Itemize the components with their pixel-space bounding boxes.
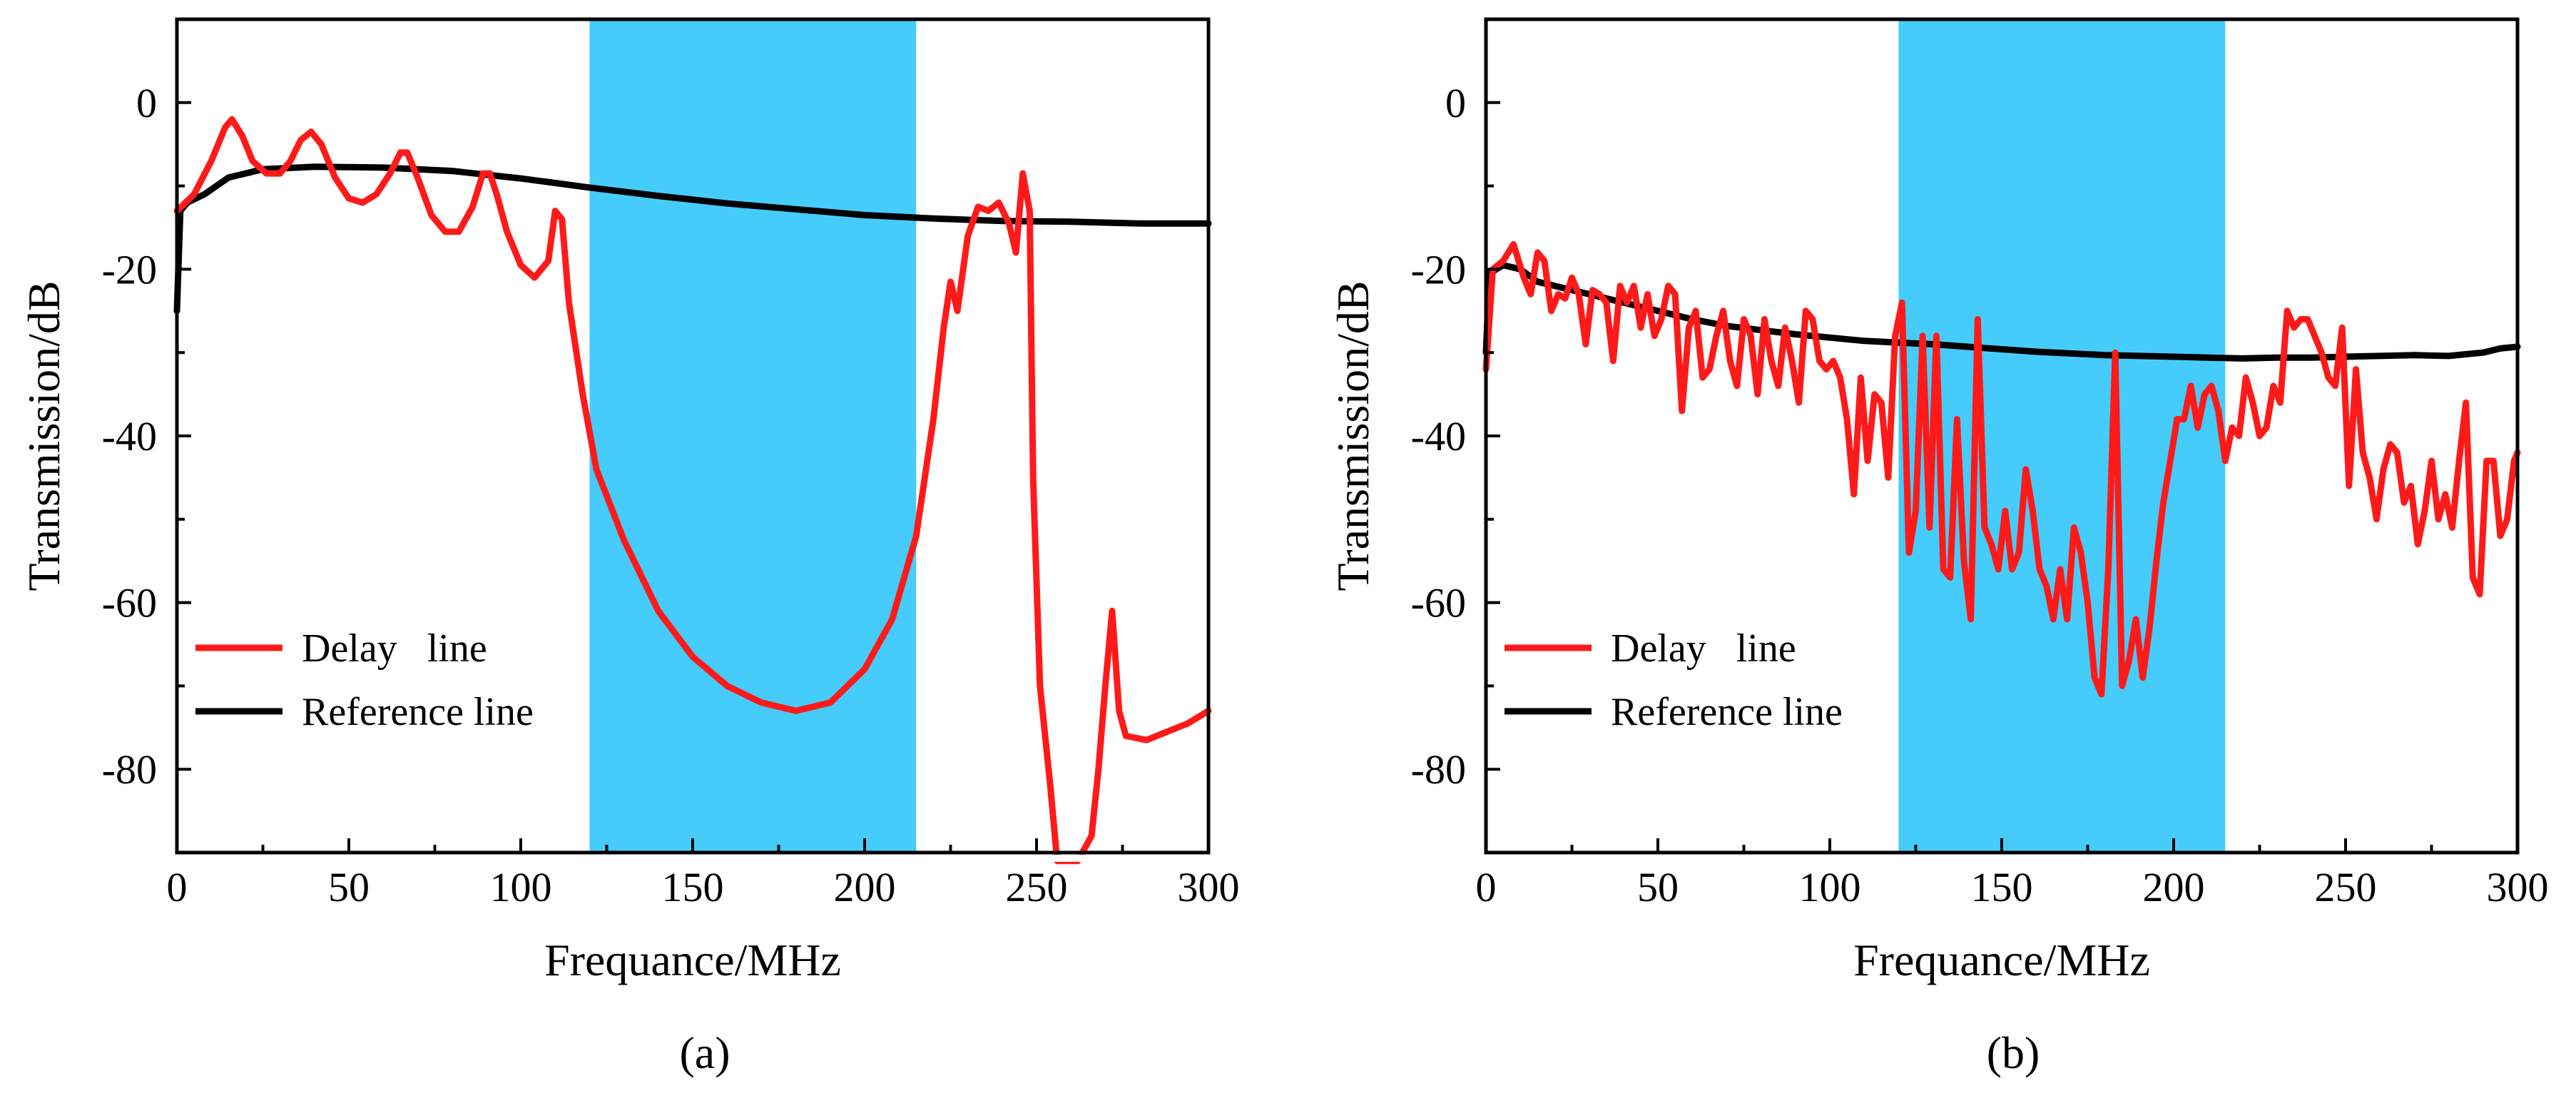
panel-label: (b) [1987,1027,2040,1078]
highlight-band [1898,19,2226,853]
x-tick-label: 100 [1799,864,1861,910]
y-tick-label: -80 [1411,746,1466,793]
y-tick-label: -60 [1411,580,1466,626]
y-tick-label: -80 [102,746,157,793]
y-tick-label: -40 [1411,413,1466,459]
x-tick-label: 300 [1178,864,1240,910]
y-tick-label: -20 [102,246,157,293]
x-tick-label: 200 [834,864,896,910]
highlight-band [589,19,917,853]
y-axis-title: Transmission/dB [1328,280,1378,591]
panel-label: (a) [679,1027,730,1078]
x-tick-label: 150 [662,864,724,910]
y-axis-title: Transmission/dB [19,280,69,591]
x-tick-label: 50 [1637,864,1679,910]
legend-label-reference: Reference line [302,690,534,734]
y-tick-label: -60 [102,580,157,626]
legend-label-delay: Delay line [302,626,487,671]
y-tick-label: -20 [1411,246,1466,293]
x-axis-title: Frequance/MHz [1853,935,2150,985]
x-tick-label: 0 [1476,864,1497,910]
x-tick-label: 250 [1006,864,1068,910]
x-tick-label: 100 [490,864,552,910]
reference-line-series [173,163,1212,315]
delay-line-series [173,116,1212,865]
x-tick-label: 150 [1971,864,2033,910]
panel-a: 0 50 100 150 200 250 300 0 -20 -40 -60 -80 Frequance… [19,17,1240,1078]
legend-label-reference: Reference line [1611,690,1843,734]
plot-bottom-mask [173,855,1212,862]
x-tick-label: 250 [2315,864,2377,910]
y-tick-label: 0 [136,80,157,126]
x-tick-label: 300 [2487,864,2549,910]
plot-bottom-mask [1482,855,2521,862]
y-tick-label: 0 [1445,80,1466,126]
legend-label-delay: Delay line [1611,626,1796,671]
x-tick-label: 200 [2143,864,2205,910]
x-tick-label: 50 [328,864,370,910]
reference-line-series [1482,262,2521,362]
delay-line-series [1482,240,2521,698]
panel-b: 0 50 100 150 200 250 300 0 -20 -40 -60 -80 Frequance… [1328,17,2549,1078]
y-tick-label: -40 [102,413,157,459]
x-axis-title: Frequance/MHz [544,935,841,985]
x-tick-label: 0 [167,864,188,910]
